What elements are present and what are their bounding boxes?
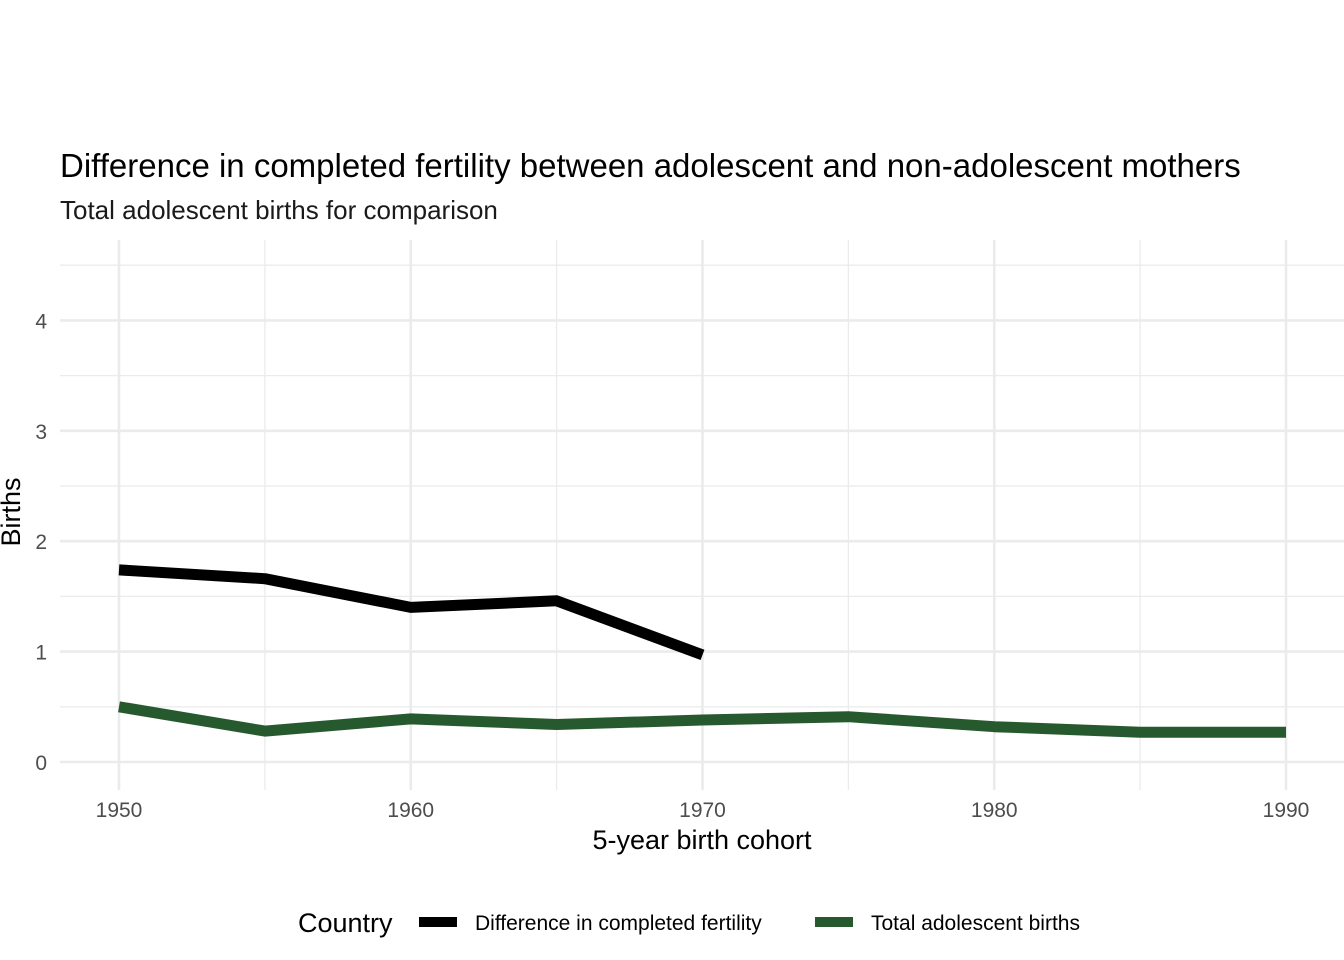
- legend-label-difference: Difference in completed fertility: [475, 912, 762, 935]
- x-tick-label: 1960: [387, 799, 434, 822]
- y-tick-label: 1: [35, 642, 47, 665]
- legend: Country Difference in completed fertilit…: [298, 908, 1080, 938]
- series-lines: [118, 564, 1286, 738]
- chart-subtitle: Total adolescent births for comparison: [60, 195, 498, 225]
- y-tick-label: 4: [35, 310, 47, 333]
- legend-label-adolescent: Total adolescent births: [871, 912, 1080, 935]
- y-axis-title: Births: [0, 477, 26, 546]
- y-tick-label: 2: [35, 531, 47, 554]
- x-tick-label: 1980: [971, 799, 1018, 822]
- x-tick-label: 1990: [1263, 799, 1310, 822]
- series-line-adolescent: [118, 701, 1286, 738]
- series-line-difference: [118, 564, 705, 661]
- y-axis-ticks: 0 1 2 3 4: [35, 310, 47, 775]
- legend-title: Country: [298, 908, 393, 938]
- y-tick-label: 0: [35, 752, 47, 775]
- y-tick-label: 3: [35, 421, 47, 444]
- x-tick-label: 1950: [96, 799, 143, 822]
- x-tick-label: 1970: [679, 799, 726, 822]
- x-axis-title: 5-year birth cohort: [592, 825, 812, 855]
- chart-title: Difference in completed fertility betwee…: [60, 147, 1241, 184]
- grid: [60, 240, 1344, 790]
- x-axis-ticks: 1950 1960 1970 1980 1990: [96, 799, 1310, 822]
